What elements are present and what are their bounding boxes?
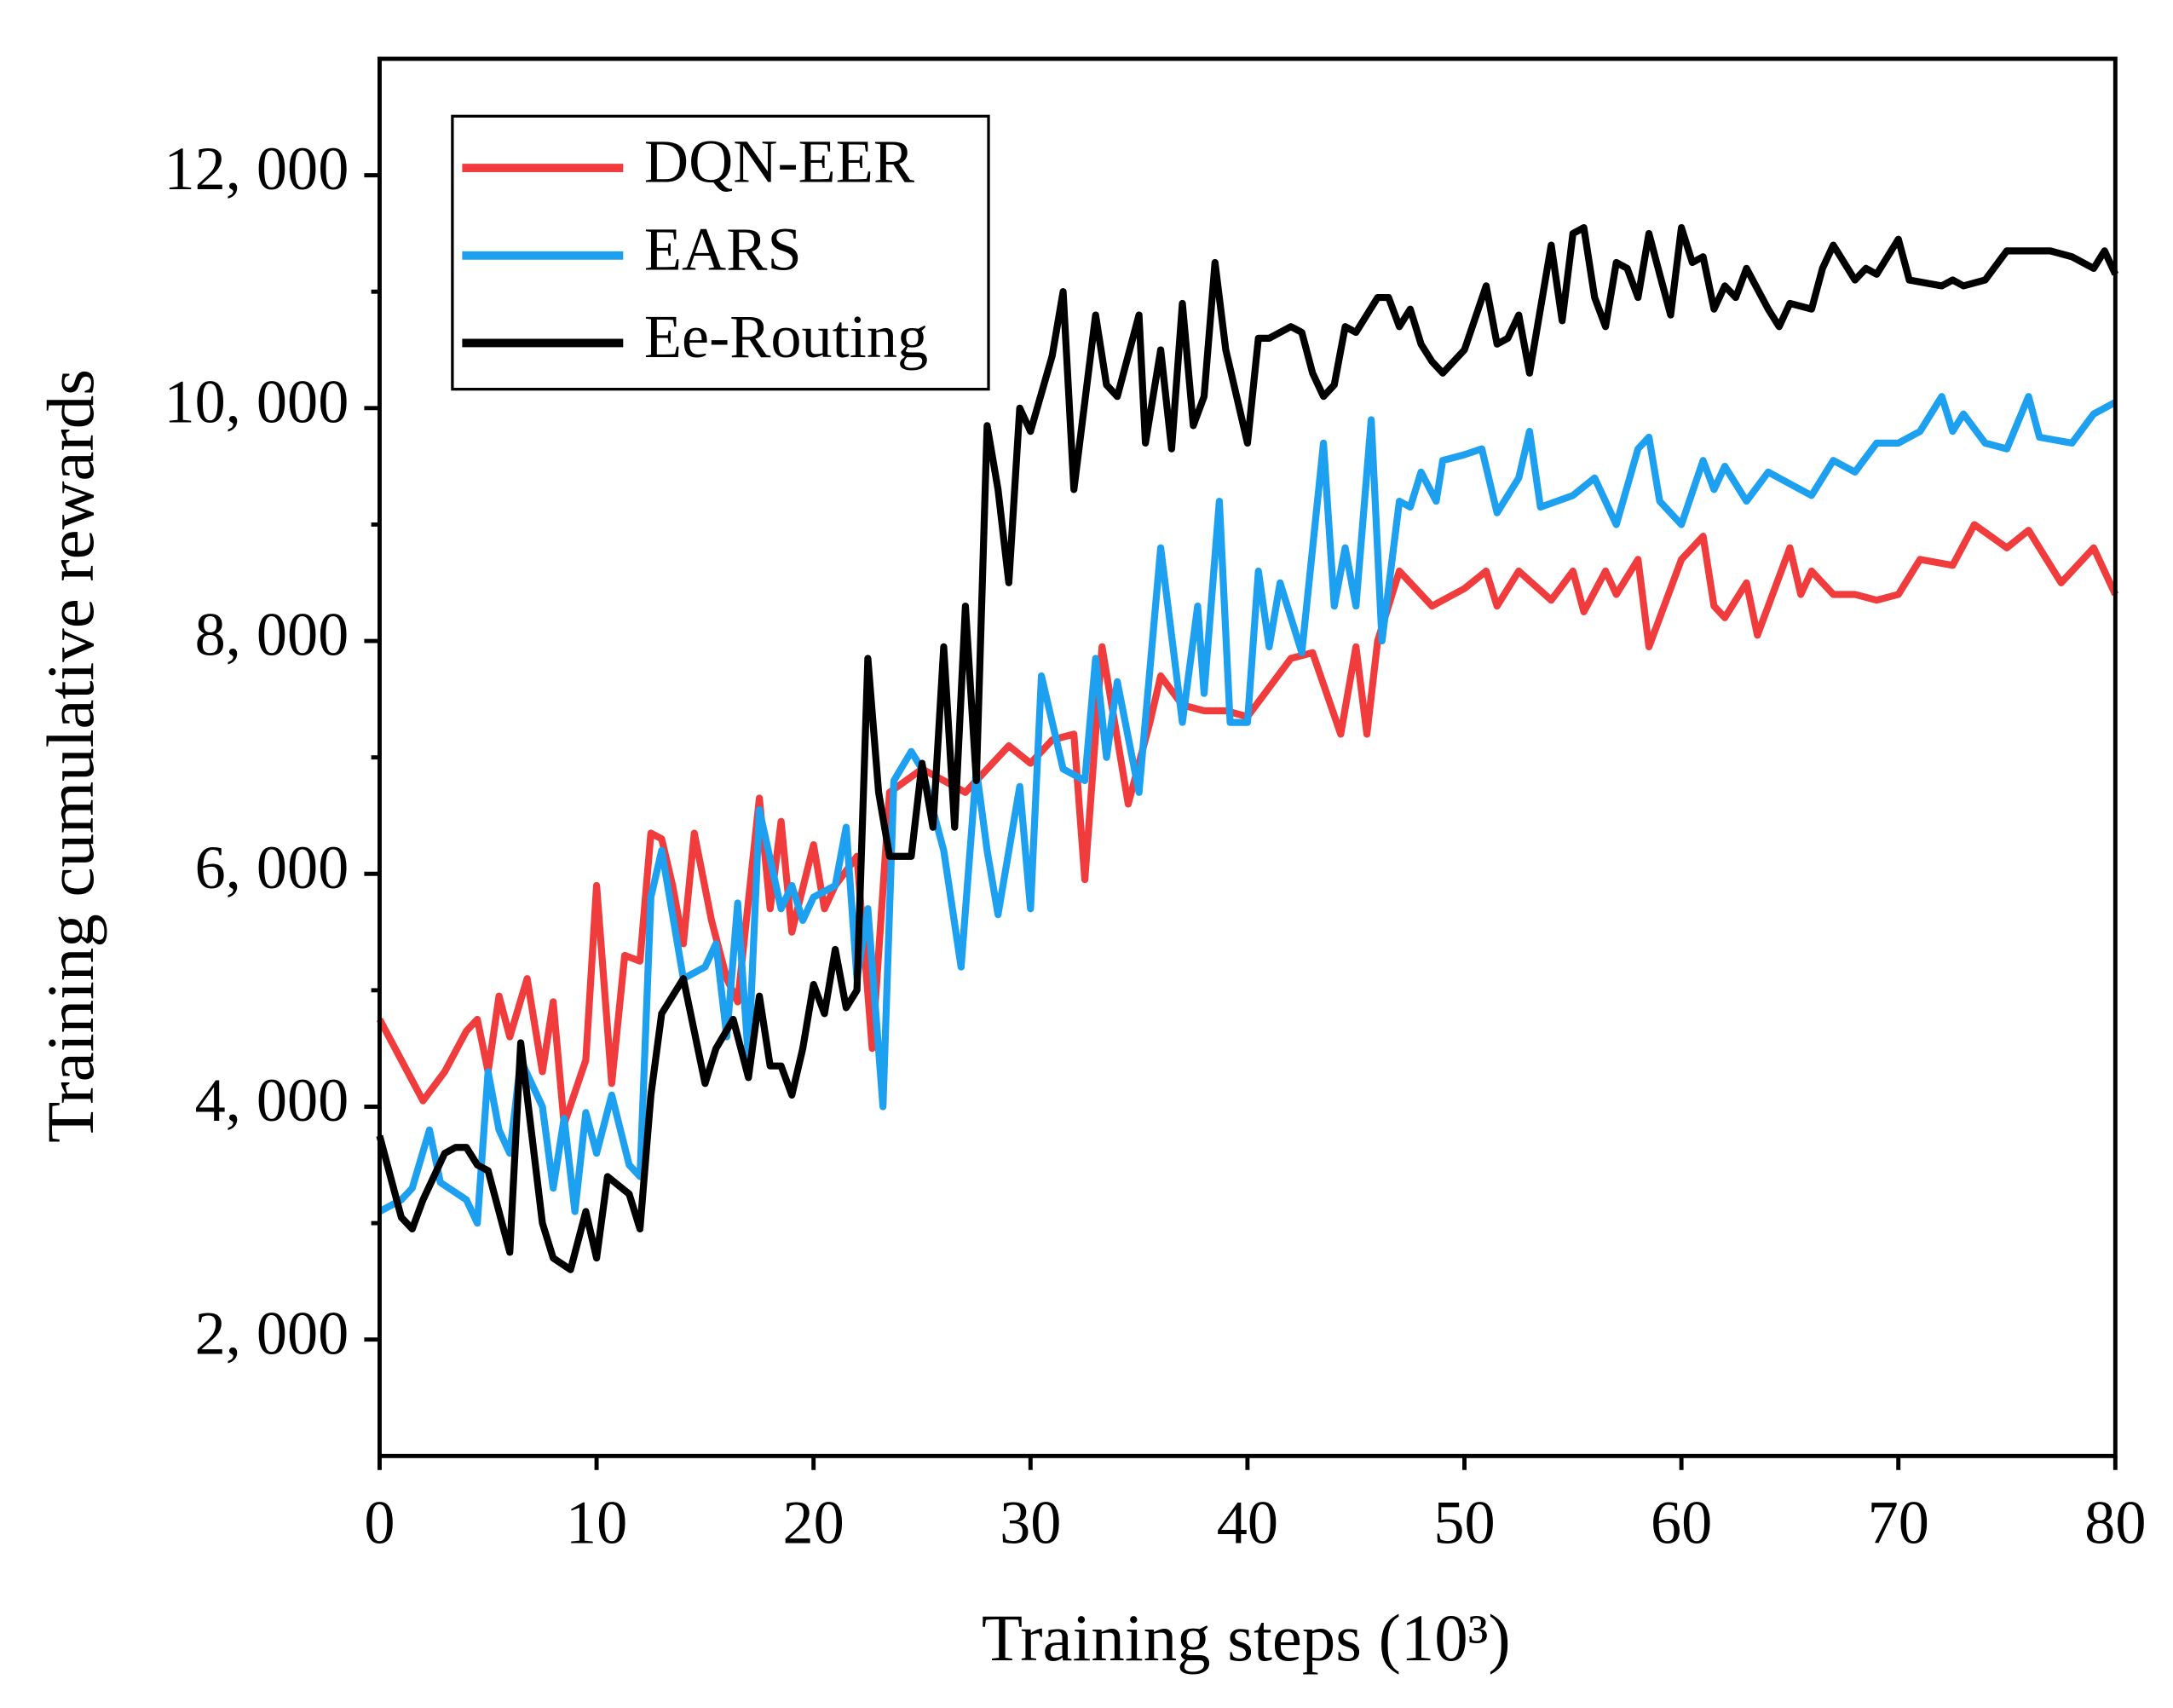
x-tick-label: 40 <box>1217 1488 1278 1556</box>
x-tick-label: 50 <box>1433 1488 1495 1556</box>
y-tick-label: 8, 000 <box>195 601 349 669</box>
legend-label: DQN-EER <box>644 128 915 196</box>
series-line <box>376 223 2119 1273</box>
x-tick-label: 10 <box>566 1488 627 1556</box>
x-tick-label: 20 <box>783 1488 844 1556</box>
x-tick-label: 60 <box>1651 1488 1712 1556</box>
y-tick-label: 10, 000 <box>164 367 349 436</box>
y-tick-label: 2, 000 <box>195 1299 349 1367</box>
y-tick-label: 6, 000 <box>195 834 349 902</box>
x-tick-label: 30 <box>1000 1488 1061 1556</box>
legend-label: Ee-Routing <box>644 303 928 371</box>
y-axis-label: Training cumulative rewards <box>34 369 108 1143</box>
x-axis-label: Training steps (10³) <box>982 1601 1511 1676</box>
x-tick-label: 0 <box>364 1488 395 1556</box>
y-tick-label: 4, 000 <box>195 1066 349 1134</box>
series-line <box>376 521 2119 1128</box>
legend-label: EARS <box>644 215 802 283</box>
x-tick-label: 70 <box>1868 1488 1929 1556</box>
series-line <box>378 393 2118 1227</box>
y-tick-label: 12, 000 <box>164 135 349 203</box>
x-tick-label: 80 <box>2084 1488 2146 1556</box>
